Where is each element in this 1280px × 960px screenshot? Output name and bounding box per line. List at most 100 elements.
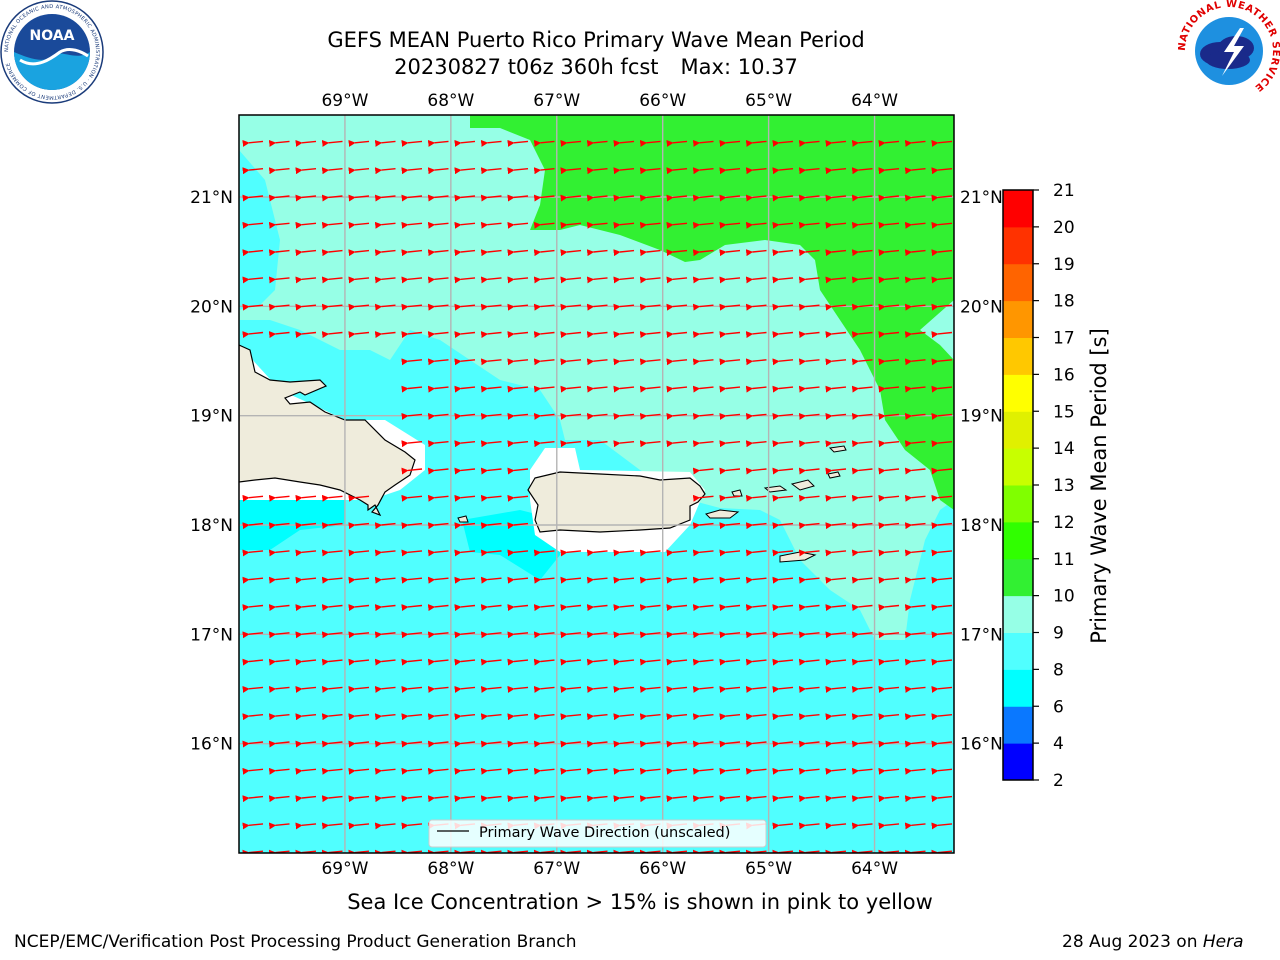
- wave-direction-arrow: [692, 740, 714, 748]
- wave-direction-arrow: [904, 604, 926, 612]
- wave-direction-arrow: [427, 167, 449, 175]
- wave-direction-arrow: [692, 303, 714, 311]
- wave-direction-arrow: [560, 358, 582, 366]
- wave-direction-arrow: [719, 576, 741, 584]
- wave-direction-arrow: [533, 249, 555, 257]
- wave-direction-arrow: [374, 249, 396, 257]
- wave-direction-arrow: [666, 194, 688, 202]
- wave-direction-arrow: [480, 767, 502, 775]
- wave-direction-arrow: [480, 685, 502, 693]
- wave-direction-arrow: [878, 221, 900, 229]
- wave-direction-arrow: [931, 385, 953, 393]
- wave-direction-arrow: [242, 522, 264, 530]
- wave-direction-arrow: [454, 249, 476, 257]
- wave-direction-arrow: [745, 740, 767, 748]
- wave-direction-arrow: [931, 276, 953, 284]
- wave-direction-arrow: [904, 139, 926, 147]
- wave-direction-arrow: [719, 358, 741, 366]
- wave-direction-arrow: [825, 221, 847, 229]
- wave-direction-arrow: [454, 685, 476, 693]
- wave-direction-arrow: [639, 767, 661, 775]
- field-patch-west: [239, 150, 280, 310]
- wave-direction-arrow: [825, 767, 847, 775]
- wave-direction-arrow: [401, 494, 423, 502]
- wave-direction-arrow: [878, 440, 900, 448]
- wave-direction-arrow: [692, 549, 714, 557]
- wave-direction-arrow: [374, 221, 396, 229]
- wave-direction-arrow: [321, 331, 343, 339]
- wave-direction-arrow: [904, 631, 926, 639]
- wave-direction-arrow: [639, 331, 661, 339]
- wave-direction-arrow: [931, 467, 953, 475]
- wave-direction-arrow: [242, 685, 264, 693]
- land-sombrero: [828, 445, 847, 453]
- wave-direction-arrow: [533, 194, 555, 202]
- wave-direction-arrow: [348, 276, 370, 284]
- wave-direction-arrow: [878, 522, 900, 530]
- wave-direction-arrow: [321, 631, 343, 639]
- wave-direction-arrow: [348, 522, 370, 530]
- wave-direction-arrow: [401, 740, 423, 748]
- wave-direction-arrow: [613, 385, 635, 393]
- wave-direction-arrow: [454, 795, 476, 803]
- wave-direction-arrow: [242, 795, 264, 803]
- wave-direction-arrow: [851, 822, 873, 830]
- wave-direction-arrow: [851, 713, 873, 721]
- colorbar-segment: [1003, 743, 1033, 781]
- wave-direction-arrow: [242, 631, 264, 639]
- wave-direction-arrow: [454, 494, 476, 502]
- max-value: Max: 10.37: [680, 55, 798, 79]
- wave-direction-arrow: [878, 822, 900, 830]
- wave-direction-arrow: [401, 685, 423, 693]
- wave-direction-arrow: [480, 385, 502, 393]
- wave-direction-arrow: [560, 412, 582, 420]
- wave-direction-arrow: [374, 139, 396, 147]
- wave-direction-arrow: [851, 412, 873, 420]
- wave-direction-arrow: [798, 522, 820, 530]
- colorbar-segment: [1003, 300, 1033, 338]
- wave-direction-arrow: [454, 221, 476, 229]
- wave-direction-arrow: [798, 795, 820, 803]
- field-patch-east: [920, 300, 954, 360]
- wave-direction-arrow: [772, 385, 794, 393]
- field-region-northeast: [470, 115, 954, 510]
- wave-direction-arrow: [348, 194, 370, 202]
- wave-direction-arrow: [931, 440, 953, 448]
- wave-direction-arrow: [242, 740, 264, 748]
- wave-direction-arrow: [454, 522, 476, 530]
- colorbar-segment: [1003, 190, 1033, 228]
- wave-direction-arrow: [613, 358, 635, 366]
- wave-direction-arrow: [904, 412, 926, 420]
- wave-direction-arrow: [295, 713, 317, 721]
- wave-direction-arrow: [242, 576, 264, 584]
- wave-direction-arrow: [507, 767, 529, 775]
- wave-direction-arrow: [401, 822, 423, 830]
- wave-direction-arrow: [533, 276, 555, 284]
- wave-direction-arrow: [772, 658, 794, 666]
- wave-direction-arrow: [745, 549, 767, 557]
- wave-direction-arrow: [427, 139, 449, 147]
- wave-direction-arrow: [772, 767, 794, 775]
- wave-direction-arrow: [931, 685, 953, 693]
- wave-direction-arrow: [692, 440, 714, 448]
- wave-direction-arrow: [798, 631, 820, 639]
- wave-direction-arrow: [931, 221, 953, 229]
- wave-direction-arrow: [533, 658, 555, 666]
- wave-direction-arrow: [772, 549, 794, 557]
- wave-direction-arrow: [692, 494, 714, 502]
- wave-direction-arrow: [851, 576, 873, 584]
- wave-direction-arrow: [639, 194, 661, 202]
- wave-direction-arrow: [242, 303, 264, 311]
- wave-direction-arrow: [719, 631, 741, 639]
- wave-direction-arrow: [374, 522, 396, 530]
- x-tick-label-top: 64°W: [851, 91, 898, 111]
- wave-direction-arrow: [745, 221, 767, 229]
- x-tick-label-top: 66°W: [639, 91, 686, 111]
- wave-direction-arrow: [931, 167, 953, 175]
- wave-direction-arrow: [878, 658, 900, 666]
- wave-direction-arrow: [586, 358, 608, 366]
- wave-direction-arrow: [798, 658, 820, 666]
- colorbar-segment: [1003, 558, 1033, 597]
- wave-direction-arrow: [427, 713, 449, 721]
- wave-direction-arrow: [639, 385, 661, 393]
